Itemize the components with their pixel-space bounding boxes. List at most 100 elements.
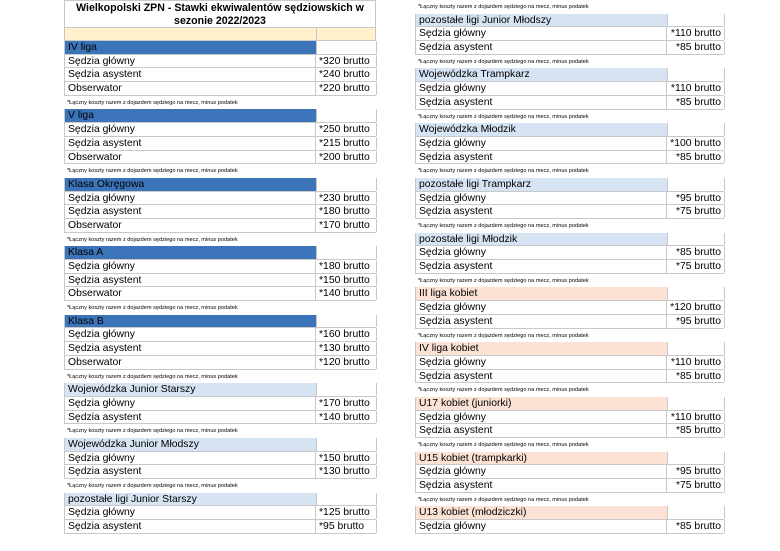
cost-footnote: *Łączny koszty razem z dojazdem sędziego… xyxy=(64,164,376,178)
league-header-blank xyxy=(316,492,377,506)
rate-value: *170 brutto xyxy=(316,396,377,410)
rate-value: *130 brutto xyxy=(316,465,377,478)
role-label: Sędzia asystent xyxy=(65,342,316,355)
cost-footnote: *Łączny koszty razem z dojazdem sędziego… xyxy=(64,96,376,110)
league-header-blank xyxy=(316,314,377,328)
role-label: Sędzia asystent xyxy=(65,205,316,218)
league-header-blank xyxy=(667,68,725,82)
role-label: Sędzia główny xyxy=(416,410,667,424)
rate-row: Sędzia główny *170 brutto xyxy=(64,396,377,411)
rate-value: *110 brutto xyxy=(667,82,725,95)
right-rate-table: *Łączny koszty razem z dojazdem sędziego… xyxy=(415,0,725,534)
rate-row: Sędzia główny *85 brutto xyxy=(415,520,725,534)
league-header: pozostałe ligi Młodzik xyxy=(415,232,725,247)
footnote-text: *Łączny koszty razem z dojazdem sędziego… xyxy=(67,483,238,489)
footnote-text: *Łączny koszty razem z dojazdem sędziego… xyxy=(418,58,589,65)
rate-row: Sędzia główny *110 brutto xyxy=(415,82,725,96)
role-label: Sędzia główny xyxy=(65,506,316,520)
title-spacer xyxy=(64,28,376,41)
role-label: Sędzia asystent xyxy=(416,314,667,328)
league-name: U15 kobiet (trampkarki) xyxy=(416,451,667,465)
rate-value: *140 brutto xyxy=(316,287,377,301)
cost-footnote: *Łączny koszty razem z dojazdem sędziego… xyxy=(64,479,376,493)
rate-row: Sędzia asystent *180 brutto xyxy=(64,205,377,219)
league-header-blank xyxy=(316,109,377,123)
cost-footnote: *Łączny koszty razem z dojazdem sędziego… xyxy=(415,274,724,288)
footnote-text: *Łączny koszty razem z dojazdem sędziego… xyxy=(418,168,589,175)
league-name: IV liga xyxy=(65,41,316,54)
page-title: Wielkopolski ZPN - Stawki ekwiwalentów s… xyxy=(64,0,376,28)
league-name: Klasa B xyxy=(65,314,316,328)
rate-value: *215 brutto xyxy=(316,136,377,150)
rate-row: Sędzia główny *85 brutto xyxy=(415,246,725,261)
rate-value: *220 brutto xyxy=(316,82,377,95)
role-label: Sędzia główny xyxy=(416,301,667,314)
league-name: pozostałe ligi Trampkarz xyxy=(416,177,667,191)
rate-value: *250 brutto xyxy=(316,123,377,136)
rate-value: *130 brutto xyxy=(316,342,377,355)
league-name: Klasa Okręgowa xyxy=(65,177,316,191)
league-header: pozostałe ligi Junior Młodszy xyxy=(415,13,725,28)
role-label: Sędzia główny xyxy=(65,396,316,410)
rate-value: *85 brutto xyxy=(667,520,725,533)
league-header: pozostałe ligi Junior Starszy xyxy=(64,492,377,507)
cost-footnote: *Łączny koszty razem z dojazdem sędziego… xyxy=(415,438,724,452)
league-header: Wojewódzka Młodzik xyxy=(415,123,725,137)
rate-row: Sędzia asystent *130 brutto xyxy=(64,342,377,356)
league-header-blank xyxy=(667,342,725,355)
rate-value: *85 brutto xyxy=(667,150,725,164)
league-name: Klasa A xyxy=(65,246,316,259)
role-label: Sędzia główny xyxy=(65,54,316,68)
league-name: III liga kobiet xyxy=(416,287,667,301)
rate-value: *240 brutto xyxy=(316,68,377,82)
league-header: Wojewódzka Junior Starszy xyxy=(64,383,377,397)
rate-row: Sędzia asystent *150 brutto xyxy=(64,273,377,288)
role-label: Obserwator xyxy=(65,150,316,164)
rate-row: Sędzia główny *250 brutto xyxy=(64,123,377,137)
rate-value: *75 brutto xyxy=(667,205,725,218)
rate-value: *95 brutto xyxy=(667,314,725,328)
role-label: Sędzia główny xyxy=(416,465,667,479)
footnote-text: *Łączny koszty razem z dojazdem sędziego… xyxy=(418,442,589,448)
cost-footnote: *Łączny koszty razem z dojazdem sędziego… xyxy=(415,0,724,14)
role-label: Sędzia główny xyxy=(65,328,316,342)
league-name: Wojewódzka Trampkarz xyxy=(416,68,667,82)
rate-value: *180 brutto xyxy=(316,205,377,218)
cost-footnote: *Łączny koszty razem z dojazdem sędziego… xyxy=(64,233,376,247)
league-header: U13 kobiet (młodziczki) xyxy=(415,506,725,521)
rate-row: Sędzia asystent *75 brutto xyxy=(415,260,725,274)
role-label: Sędzia asystent xyxy=(65,410,316,424)
league-header: III liga kobiet xyxy=(415,287,725,302)
league-header: U17 kobiet (juniorki) xyxy=(415,396,725,411)
league-header: Klasa Okręgowa xyxy=(64,177,377,192)
role-label: Sędzia asystent xyxy=(416,41,667,54)
role-label: Sędzia główny xyxy=(416,191,667,205)
rate-row: Sędzia asystent *240 brutto xyxy=(64,68,377,83)
footnote-text: *Łączny koszty razem z dojazdem sędziego… xyxy=(67,305,238,312)
league-header: U15 kobiet (trampkarki) xyxy=(415,451,725,466)
role-label: Sędzia główny xyxy=(416,82,667,95)
rate-value: *120 brutto xyxy=(316,355,377,369)
cost-footnote: *Łączny koszty razem z dojazdem sędziego… xyxy=(415,219,724,233)
rate-row: Sędzia asystent *140 brutto xyxy=(64,410,377,425)
cost-footnote: *Łączny koszty razem z dojazdem sędziego… xyxy=(64,424,376,438)
league-header-blank xyxy=(667,287,725,301)
rate-row: Sędzia główny *150 brutto xyxy=(64,451,377,466)
cost-footnote: *Łączny koszty razem z dojazdem sędziego… xyxy=(415,493,724,507)
footnote-text: *Łączny koszty razem z dojazdem sędziego… xyxy=(418,4,589,10)
role-label: Sędzia asystent xyxy=(416,150,667,164)
league-header: pozostałe ligi Trampkarz xyxy=(415,177,725,192)
rate-row: Sędzia asystent *85 brutto xyxy=(415,369,725,384)
rate-row: Sędzia główny *110 brutto xyxy=(415,355,725,370)
rate-value: *110 brutto xyxy=(667,410,725,424)
rate-value: *85 brutto xyxy=(667,41,725,54)
role-label: Sędzia główny xyxy=(65,260,316,273)
footnote-text: *Łączny koszty razem z dojazdem sędziego… xyxy=(418,332,589,339)
role-label: Sędzia asystent xyxy=(65,136,316,150)
league-header-blank xyxy=(316,437,377,451)
league-name: pozostałe ligi Młodzik xyxy=(416,232,667,246)
rate-value: *75 brutto xyxy=(667,260,725,273)
rate-row: Obserwator *170 brutto xyxy=(64,218,377,233)
rate-row: Sędzia asystent *215 brutto xyxy=(64,136,377,151)
league-header-blank xyxy=(667,13,725,27)
